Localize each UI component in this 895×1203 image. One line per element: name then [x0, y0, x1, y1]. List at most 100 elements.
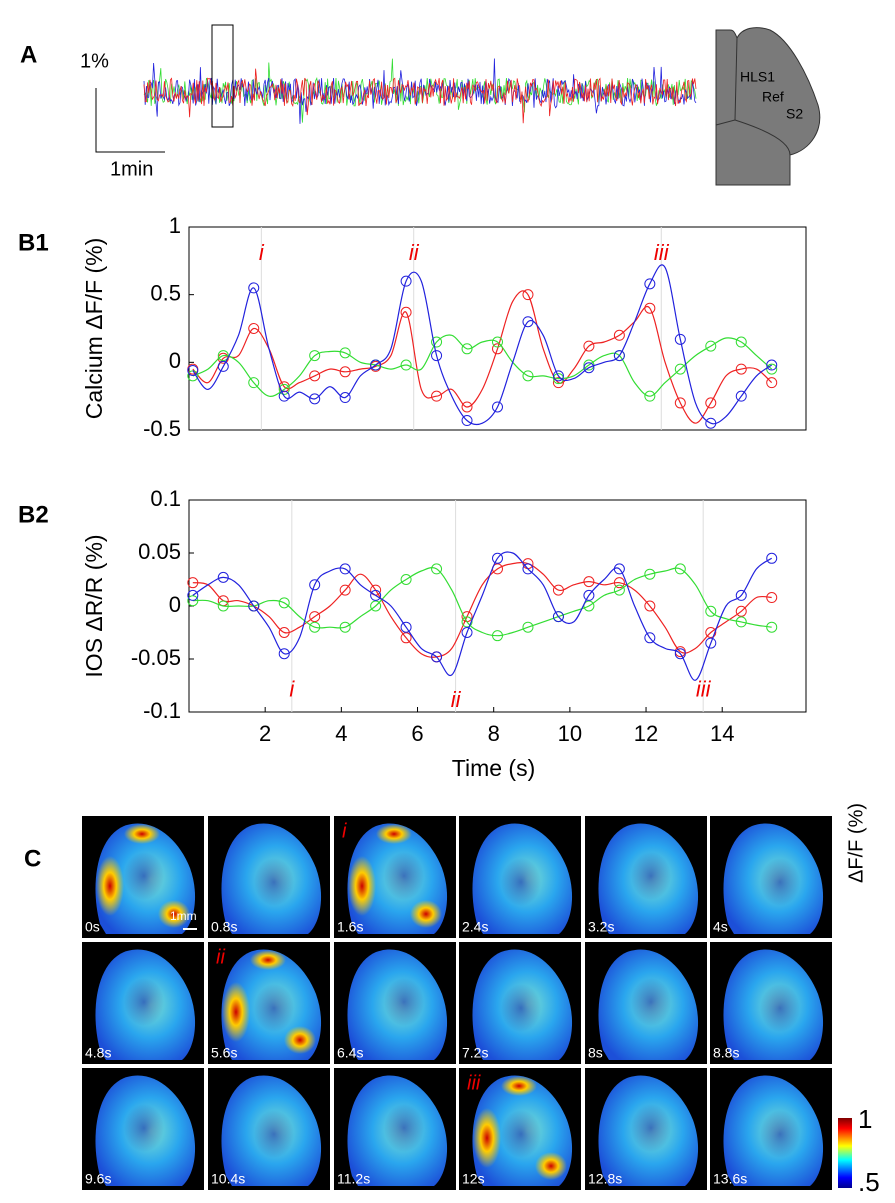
panel-label: B2 [18, 501, 49, 528]
hot-spot [222, 982, 250, 1042]
marker [339, 584, 351, 596]
marker [492, 630, 503, 642]
frame-time: 10.4s [211, 1171, 245, 1187]
series-line [192, 567, 772, 637]
hot-spot [96, 856, 124, 916]
cold-spot [501, 984, 541, 1032]
frame-time: 11.2s [337, 1171, 370, 1187]
marker [461, 616, 473, 628]
marker [583, 576, 595, 588]
scale-bar-label: 1mm [170, 909, 197, 923]
marker [766, 363, 778, 375]
brain-outline [715, 27, 821, 186]
frame-marker: i [342, 820, 347, 842]
panel-label: C [24, 845, 41, 872]
marker [217, 600, 229, 612]
x-tick-label: 12 [634, 721, 658, 746]
marker [400, 359, 412, 371]
annotation: ii [451, 687, 462, 712]
image-frame: 1.6s i [334, 816, 456, 938]
frame-time: 13.6s [713, 1171, 747, 1187]
y-tick-label: 0 [169, 348, 181, 373]
legend-entry: HLS1 [740, 69, 775, 85]
marker [492, 401, 503, 413]
frame-time: 12.8s [588, 1171, 622, 1187]
image-frame: 0s [82, 816, 204, 938]
marker [248, 323, 260, 334]
image-frame: 13.6s [710, 1068, 832, 1190]
colorbar-tick-label: 1 [858, 1104, 872, 1134]
y-tick-label: -0.1 [143, 698, 181, 723]
marker [492, 552, 503, 564]
marker [522, 316, 534, 328]
marker [278, 383, 290, 395]
marker [735, 363, 747, 375]
frame-time: 1.6s [337, 919, 363, 935]
hot-spot [158, 900, 190, 928]
marker [339, 621, 351, 633]
marker [583, 600, 595, 612]
brain-sutures [715, 37, 791, 156]
cold-spot [254, 984, 294, 1032]
marker [766, 592, 778, 604]
image-frame: 8s [585, 942, 707, 1064]
marker [400, 275, 412, 287]
frame-time: 4.8s [85, 1045, 111, 1061]
marker [217, 350, 229, 362]
marker [248, 282, 260, 294]
marker [674, 397, 686, 409]
image-frame: 6.4s [334, 942, 456, 1064]
marker [339, 392, 351, 404]
marker [492, 343, 503, 355]
y-tick-label: 0 [169, 592, 181, 617]
marker [278, 627, 290, 638]
frame-marker: ii [216, 946, 225, 968]
marker [735, 616, 747, 628]
marker [309, 621, 321, 633]
annotation: i [289, 677, 295, 702]
image-frame: 10.4s [208, 1068, 330, 1190]
marker [370, 600, 382, 612]
marker [278, 648, 290, 660]
marker [766, 621, 778, 633]
y-axis-label: Calcium ΔF/F (%) [81, 238, 107, 419]
panel-label: B1 [18, 229, 49, 256]
marker [644, 568, 656, 580]
marker [400, 306, 412, 318]
colorbar-label: ΔF/F (%) [845, 803, 867, 883]
image-frame: 3.2s [585, 816, 707, 938]
frame-time: 9.6s [85, 1171, 111, 1187]
marker [705, 605, 717, 617]
cold-spot [501, 1110, 541, 1158]
y-tick-label: 0.5 [150, 280, 181, 305]
image-frame: 7.2s [459, 942, 581, 1064]
hot-spot [284, 1026, 316, 1054]
plot-frame [188, 499, 807, 713]
marker [644, 278, 656, 290]
marker [461, 415, 473, 427]
marker [370, 359, 382, 371]
cold-spot [384, 978, 424, 1026]
marker [613, 350, 625, 362]
cold-spot [631, 1104, 671, 1152]
hot-spot [501, 1076, 537, 1096]
frame-time: 0.8s [211, 919, 237, 935]
series-line [192, 334, 773, 397]
marker [705, 397, 717, 409]
plot-frame [188, 226, 807, 431]
colorbar [838, 1118, 852, 1188]
y-tick-label: -0.05 [131, 645, 181, 670]
frame-time: 12s [462, 1171, 485, 1187]
marker [522, 370, 534, 382]
scale-label: 1% [80, 50, 109, 72]
x-tick-label: 4 [335, 721, 347, 746]
marker [705, 417, 717, 429]
x-tick-label: 8 [488, 721, 500, 746]
marker [674, 333, 686, 345]
scale-bar [95, 88, 165, 153]
marker [400, 632, 412, 644]
series-line [192, 561, 772, 658]
legend-entry: S2 [786, 106, 803, 122]
marker [674, 648, 686, 660]
trace-texture [143, 58, 697, 124]
